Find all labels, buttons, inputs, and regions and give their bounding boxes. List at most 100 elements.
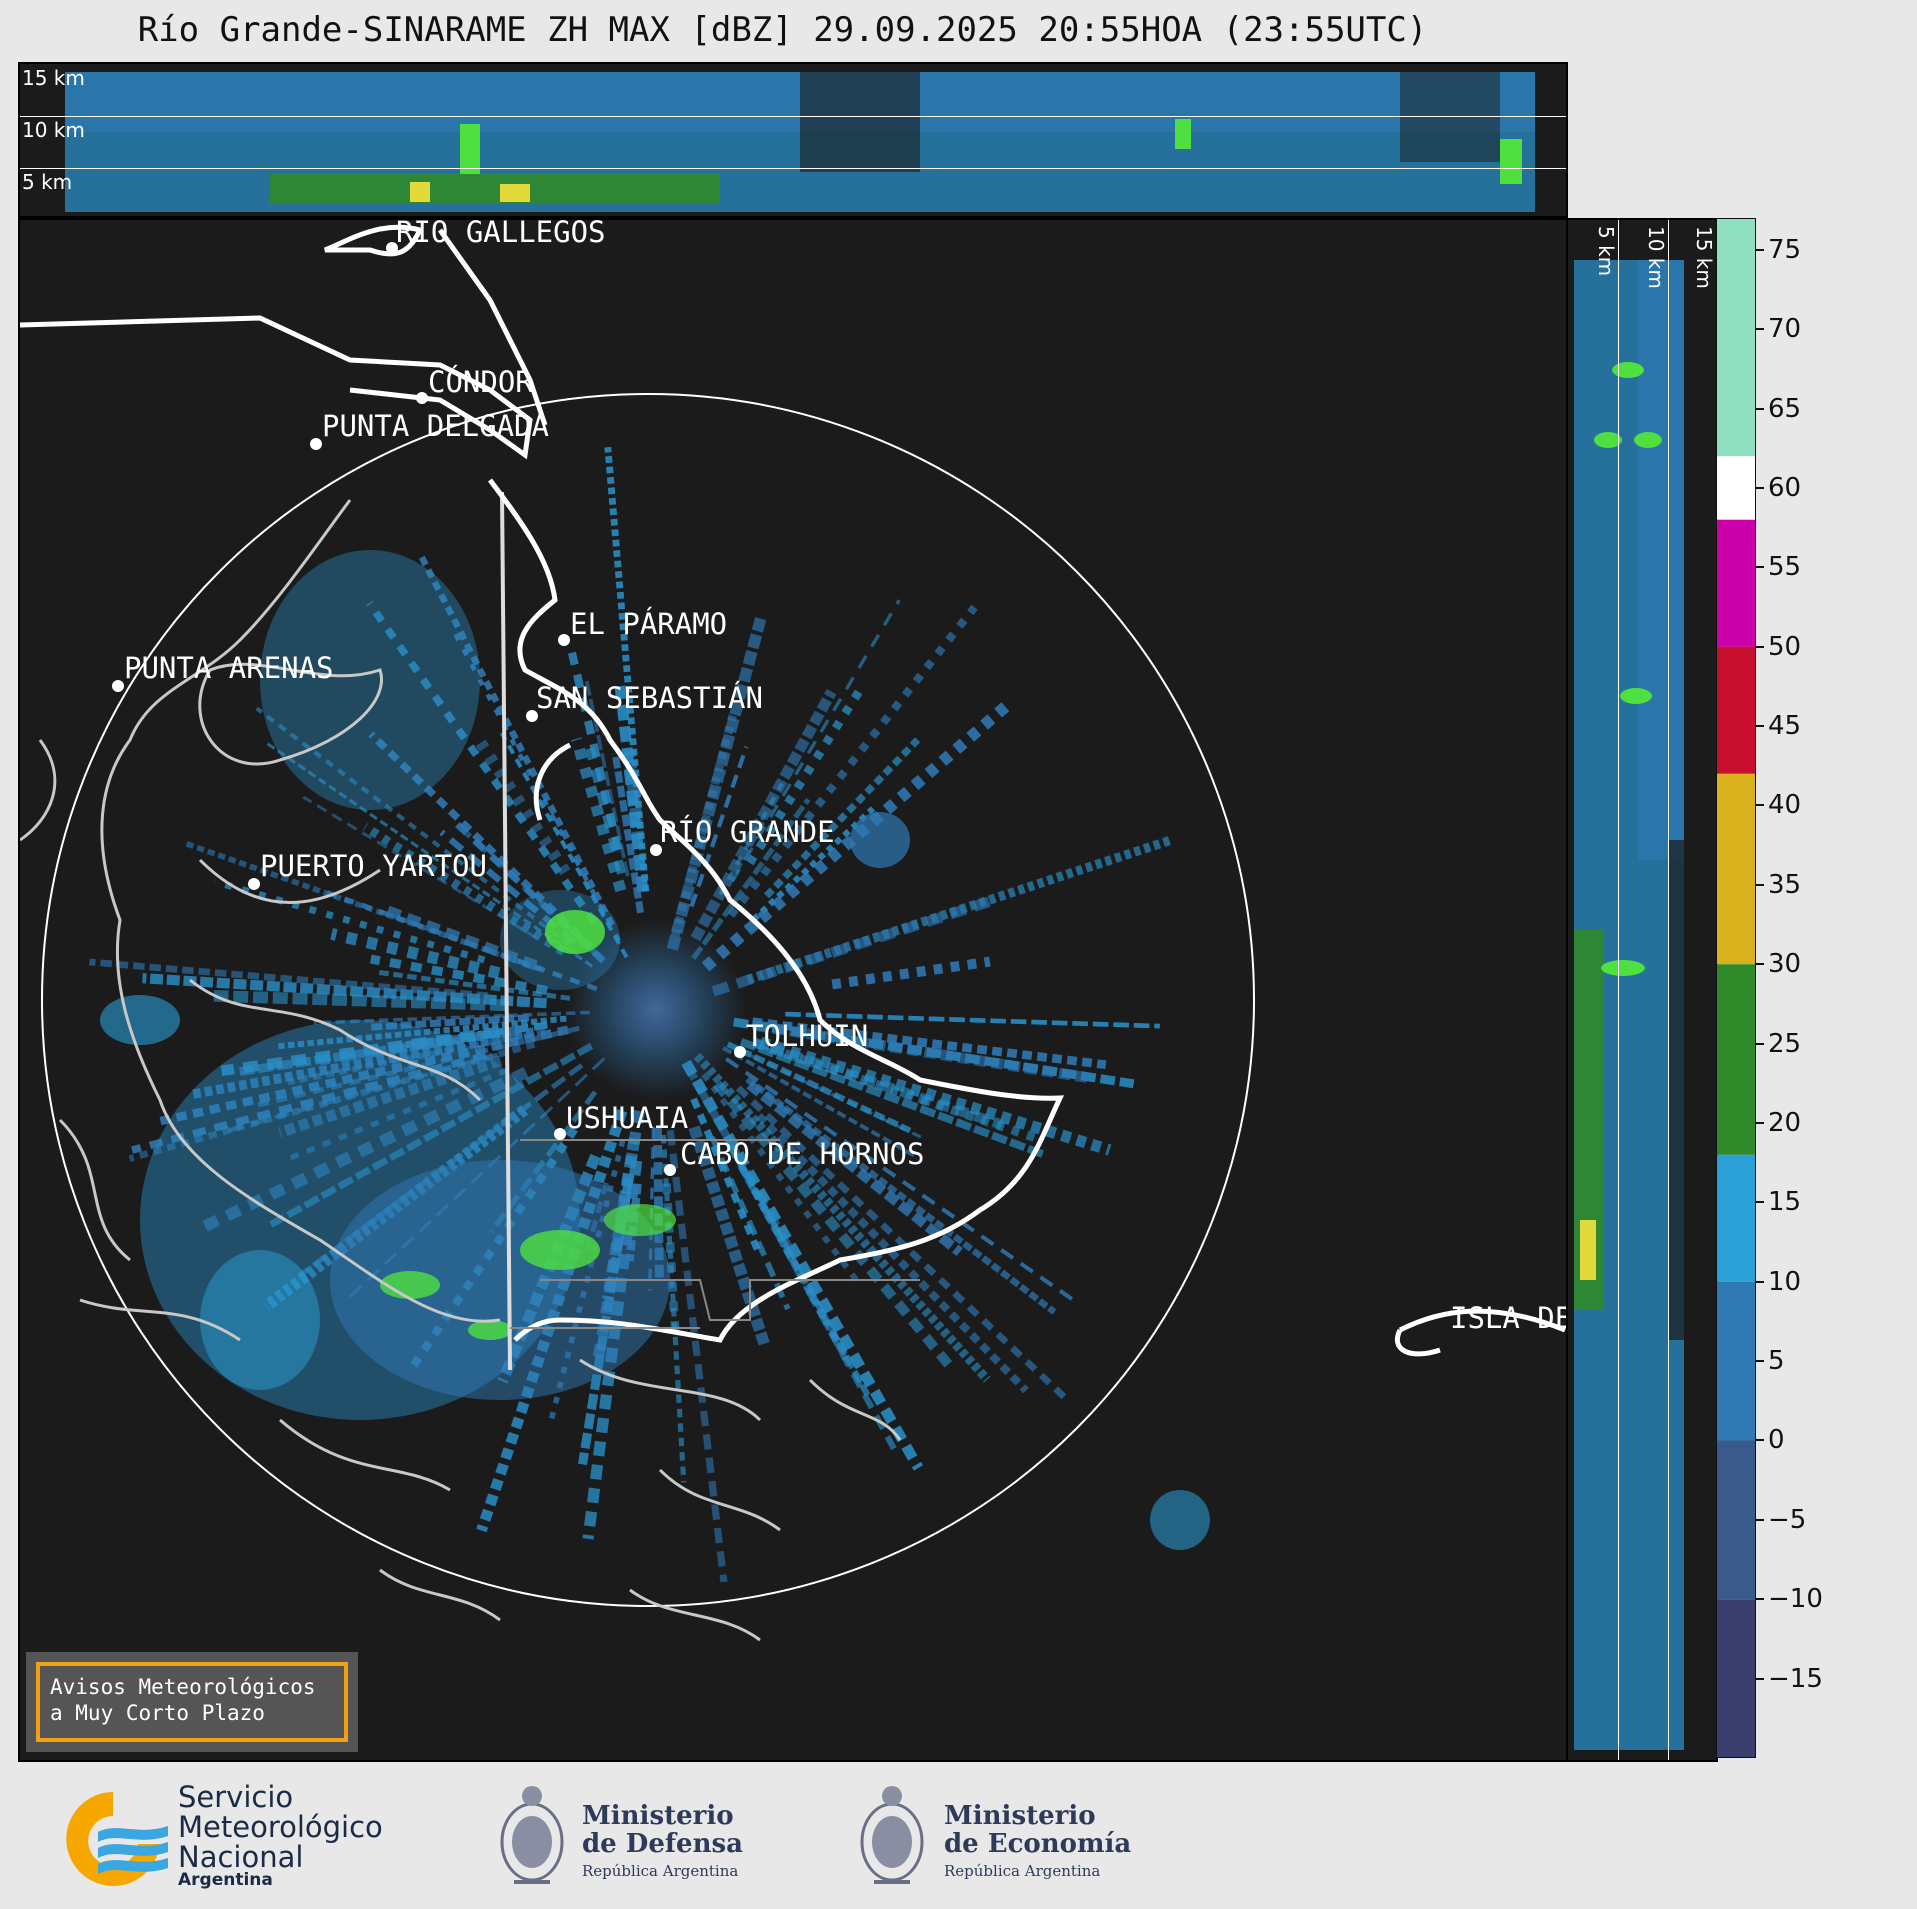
radar-ray xyxy=(701,697,1016,972)
radar-ray xyxy=(330,928,501,979)
radar-ray xyxy=(128,1041,536,1162)
radar-ray xyxy=(666,617,767,951)
colorbar-tick-mark xyxy=(1756,1677,1764,1680)
reflectivity-colorbar xyxy=(1716,218,1756,1758)
radar-ray xyxy=(763,737,921,899)
colorbar-tick-label: 65 xyxy=(1768,393,1802,424)
city-label-san-sebastian: SAN SEBASTIÁN xyxy=(536,681,763,715)
colorbar-tick-label: 60 xyxy=(1768,472,1802,503)
radar-ray xyxy=(701,1072,862,1286)
radar-map-canvas: RÍO GALLEGOS CÓNDOR PUNTA DELGADA EL PÁR… xyxy=(20,220,1566,1642)
warning-line2: a Muy Corto Plazo xyxy=(50,1701,265,1725)
radar-ray xyxy=(611,753,644,914)
colorbar-gradient xyxy=(1716,218,1756,1758)
radar-ray xyxy=(688,1125,771,1349)
radar-ray xyxy=(370,954,548,995)
city-label-el-paramo: EL PÁRAMO xyxy=(570,607,727,641)
city-label-puerto-yartou: PUERTO YARTOU xyxy=(260,849,487,883)
colorbar-tick-label: 75 xyxy=(1768,234,1802,265)
defensa-name: Ministerio de Defensa xyxy=(582,1802,743,1858)
radar-ray xyxy=(739,1038,1046,1159)
radar-ray xyxy=(751,1037,1004,1130)
colorbar-tick-mark xyxy=(1756,645,1764,648)
radar-ray xyxy=(785,1011,1160,1029)
colorbar-band xyxy=(1716,1154,1756,1282)
colorbar-tick-label: 70 xyxy=(1768,314,1802,345)
radar-ray xyxy=(753,1039,1041,1144)
city-label-punta-delgada: PUNTA DELGADA xyxy=(322,409,549,443)
radar-ray xyxy=(709,1135,791,1311)
height-line-10km xyxy=(20,116,1566,117)
colorbar-band xyxy=(1716,1281,1756,1441)
radar-ray xyxy=(730,599,901,883)
top-profile-echo xyxy=(65,72,1535,212)
radar-ray xyxy=(213,990,506,1012)
defensa-line1: Ministerio xyxy=(582,1801,734,1831)
radar-ray xyxy=(681,1059,924,1471)
height-label-15km-side: 15 km xyxy=(1692,226,1716,289)
smn-name: Servicio Meteorológico Nacional xyxy=(178,1782,383,1872)
colorbar-tick-mark xyxy=(1756,804,1764,807)
radar-ray xyxy=(313,1010,590,1025)
colorbar-tick-mark xyxy=(1756,486,1764,489)
height-label-5km: 5 km xyxy=(22,170,73,194)
colorbar-tick-mark xyxy=(1756,883,1764,886)
colorbar-tick-mark xyxy=(1756,1598,1764,1601)
radar-ray xyxy=(746,1080,963,1257)
radar-ray xyxy=(499,731,629,959)
radar-ray xyxy=(181,839,543,972)
colorbar-band xyxy=(1716,456,1756,520)
smn-line1: Servicio xyxy=(178,1780,294,1814)
radar-ray xyxy=(745,1076,1057,1315)
defensa-line2: de Defensa xyxy=(582,1829,743,1859)
side-profile-echo xyxy=(1574,260,1716,1750)
city-labels: RÍO GALLEGOS CÓNDOR PUNTA DELGADA EL PÁR… xyxy=(124,220,1566,1335)
radar-ray xyxy=(269,1042,594,1228)
coat-of-arms-icon xyxy=(500,1786,564,1884)
warning-box[interactable]: Avisos Meteorológicos a Muy Corto Plazo xyxy=(26,1652,358,1752)
radar-ray xyxy=(368,731,594,950)
colorbar-tick-label: 35 xyxy=(1768,869,1802,900)
radar-ray xyxy=(213,878,486,964)
political-borders xyxy=(20,224,1566,1371)
city-label-ushuaia: USHUAIA xyxy=(566,1101,688,1135)
city-label-rio-grande: RÍO GRANDE xyxy=(660,815,835,849)
radar-ray xyxy=(755,1112,1029,1394)
colorbar-tick-mark xyxy=(1756,1121,1764,1124)
colorbar-tick-mark xyxy=(1756,407,1764,410)
smn-line3: Nacional xyxy=(178,1840,304,1874)
radar-ray xyxy=(570,737,627,893)
city-label-punta-arenas: PUNTA ARENAS xyxy=(124,651,334,685)
map-title: Río Grande-SINARAME ZH MAX [dBZ] 29.09.2… xyxy=(137,10,1428,50)
height-label-10km: 10 km xyxy=(22,118,85,142)
colorbar-band xyxy=(1716,646,1756,774)
radar-ray xyxy=(725,1142,897,1451)
colorbar-tick-label: −10 xyxy=(1768,1584,1823,1615)
city-label-condor: CÓNDOR xyxy=(428,365,533,399)
colorbar-tick-mark xyxy=(1756,248,1764,251)
city-label-cabo-de-hornos: CABO DE HORNOS xyxy=(680,1137,924,1171)
radar-ray xyxy=(263,740,594,968)
radar-ray xyxy=(89,958,489,1000)
colorbar-tick-mark xyxy=(1756,566,1764,569)
radar-ray xyxy=(614,685,649,893)
top-height-profile: 15 km 10 km 5 km xyxy=(18,62,1568,218)
city-markers xyxy=(112,242,746,1176)
economia-line2: de Economía xyxy=(944,1829,1132,1859)
colorbar-tick-label: 0 xyxy=(1768,1425,1785,1456)
radar-ray xyxy=(691,797,811,960)
smn-emblem-icon xyxy=(66,1792,168,1886)
colorbar-tick-mark xyxy=(1756,963,1764,966)
radar-ray xyxy=(735,1085,1069,1402)
height-label-10km-side: 10 km xyxy=(1644,226,1668,289)
colorbar-tick-label: 45 xyxy=(1768,711,1802,742)
warning-box-frame: Avisos Meteorológicos a Muy Corto Plazo xyxy=(36,1662,348,1742)
colorbar-tick-label: 15 xyxy=(1768,1187,1802,1218)
city-label-tolhuin: TOLHUIN xyxy=(746,1019,868,1053)
radar-ray xyxy=(255,706,571,947)
radar-ray xyxy=(546,1139,626,1427)
radar-map[interactable]: RÍO GALLEGOS CÓNDOR PUNTA DELGADA EL PÁR… xyxy=(18,218,1568,1762)
radar-ray xyxy=(220,1026,500,1077)
radar-ray xyxy=(278,1055,503,1138)
radar-ray xyxy=(302,795,538,940)
